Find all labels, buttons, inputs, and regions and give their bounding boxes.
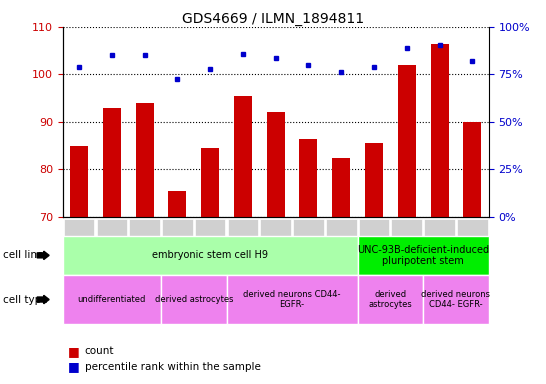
Text: ■: ■ bbox=[68, 360, 80, 373]
Text: ■: ■ bbox=[68, 345, 80, 358]
Bar bbox=[234, 96, 252, 217]
Bar bbox=[201, 148, 219, 217]
Bar bbox=[430, 43, 449, 217]
Text: GDS4669 / ILMN_1894811: GDS4669 / ILMN_1894811 bbox=[182, 12, 364, 25]
Bar bbox=[266, 113, 285, 217]
Text: percentile rank within the sample: percentile rank within the sample bbox=[85, 362, 260, 372]
Text: cell line: cell line bbox=[3, 250, 43, 260]
Text: UNC-93B-deficient-induced
pluripotent stem: UNC-93B-deficient-induced pluripotent st… bbox=[357, 245, 489, 266]
Text: derived neurons
CD44- EGFR-: derived neurons CD44- EGFR- bbox=[422, 290, 490, 309]
Bar bbox=[299, 139, 317, 217]
Text: embryonic stem cell H9: embryonic stem cell H9 bbox=[152, 250, 268, 260]
Bar bbox=[365, 143, 383, 217]
Text: undifferentiated: undifferentiated bbox=[78, 295, 146, 304]
Bar bbox=[332, 157, 351, 217]
Bar bbox=[168, 191, 187, 217]
Bar bbox=[136, 103, 154, 217]
Text: derived neurons CD44-
EGFR-: derived neurons CD44- EGFR- bbox=[244, 290, 341, 309]
Text: count: count bbox=[85, 346, 114, 356]
Text: derived astrocytes: derived astrocytes bbox=[155, 295, 233, 304]
Text: derived
astrocytes: derived astrocytes bbox=[369, 290, 412, 309]
Text: cell type: cell type bbox=[3, 295, 48, 305]
Bar bbox=[463, 122, 482, 217]
Bar bbox=[103, 108, 121, 217]
Bar bbox=[70, 146, 88, 217]
Bar bbox=[397, 65, 416, 217]
